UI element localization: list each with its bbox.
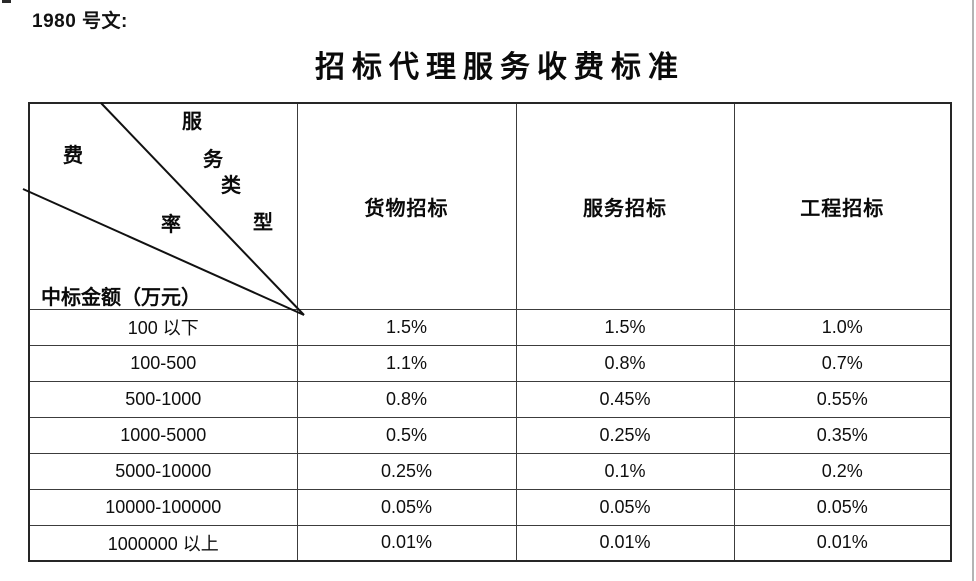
rate-cell: 0.55% xyxy=(733,380,952,418)
rate-cell: 0.05% xyxy=(515,488,735,526)
corner-amount-axis-label: 中标金额（万元） xyxy=(41,287,201,309)
rate-cell: 0.8% xyxy=(296,380,517,418)
rate-cell: 0.05% xyxy=(296,488,517,526)
page-edge-line xyxy=(972,0,974,581)
table-row: 100-500 1.1% 0.8% 0.7% xyxy=(28,344,952,382)
corner-service-type-char: 类 xyxy=(221,175,241,197)
rate-cell: 0.2% xyxy=(733,452,952,490)
corner-service-type-char: 型 xyxy=(253,212,273,234)
amount-range-cell: 100 以下 xyxy=(28,308,298,346)
table-row: 10000-100000 0.05% 0.05% 0.05% xyxy=(28,488,952,526)
amount-range-cell: 10000-100000 xyxy=(28,488,298,526)
table-row: 5000-10000 0.25% 0.1% 0.2% xyxy=(28,452,952,490)
rate-cell: 0.01% xyxy=(515,524,735,562)
corner-service-type-char: 服 xyxy=(182,111,202,133)
table-row: 1000000 以上 0.01% 0.01% 0.01% xyxy=(28,524,952,562)
amount-range-cell: 5000-10000 xyxy=(28,452,298,490)
rate-cell: 0.01% xyxy=(296,524,517,562)
amount-range-cell: 100-500 xyxy=(28,344,298,382)
table-corner-cell: 服 务 类 型 费 率 中标金额（万元） xyxy=(22,102,305,316)
corner-fee-rate-char: 费 xyxy=(63,145,83,167)
doc-ref-label: 1980 号文: xyxy=(32,11,128,32)
rate-cell: 0.05% xyxy=(733,488,952,526)
corner-fee-rate-char: 率 xyxy=(161,214,181,236)
rate-cell: 0.01% xyxy=(733,524,952,562)
rate-cell: 1.5% xyxy=(515,308,735,346)
rate-cell: 0.45% xyxy=(515,380,735,418)
rate-cell: 0.35% xyxy=(733,416,952,454)
amount-range-cell: 1000000 以上 xyxy=(28,524,298,562)
column-header-goods-bidding: 货物招标 xyxy=(296,102,517,310)
table-row: 100 以下 1.5% 1.5% 1.0% xyxy=(28,308,952,346)
amount-range-cell: 500-1000 xyxy=(28,380,298,418)
corner-service-type-char: 务 xyxy=(203,149,223,171)
page-title: 招标代理服务收费标准 xyxy=(315,51,685,84)
rate-cell: 0.7% xyxy=(733,344,952,382)
table-row: 1000-5000 0.5% 0.25% 0.35% xyxy=(28,416,952,454)
column-header-engineering-bidding: 工程招标 xyxy=(733,102,952,310)
rate-cell: 1.0% xyxy=(733,308,952,346)
amount-range-cell: 1000-5000 xyxy=(28,416,298,454)
rate-cell: 0.5% xyxy=(296,416,517,454)
rate-cell: 0.25% xyxy=(515,416,735,454)
column-header-service-bidding: 服务招标 xyxy=(515,102,735,310)
diagonal-divider-lines xyxy=(22,102,305,316)
scan-artifact-dash xyxy=(2,0,11,3)
rate-cell: 0.1% xyxy=(515,452,735,490)
rate-cell: 1.1% xyxy=(296,344,517,382)
rate-cell: 1.5% xyxy=(296,308,517,346)
rate-cell: 0.25% xyxy=(296,452,517,490)
rate-cell: 0.8% xyxy=(515,344,735,382)
table-header-row: 服 务 类 型 费 率 中标金额（万元） 货物招标 服务招标 工程招标 xyxy=(22,102,952,316)
table-row: 500-1000 0.8% 0.45% 0.55% xyxy=(28,380,952,418)
fee-table: 服 务 类 型 费 率 中标金额（万元） 货物招标 服务招标 工程招标 100 … xyxy=(22,102,952,562)
